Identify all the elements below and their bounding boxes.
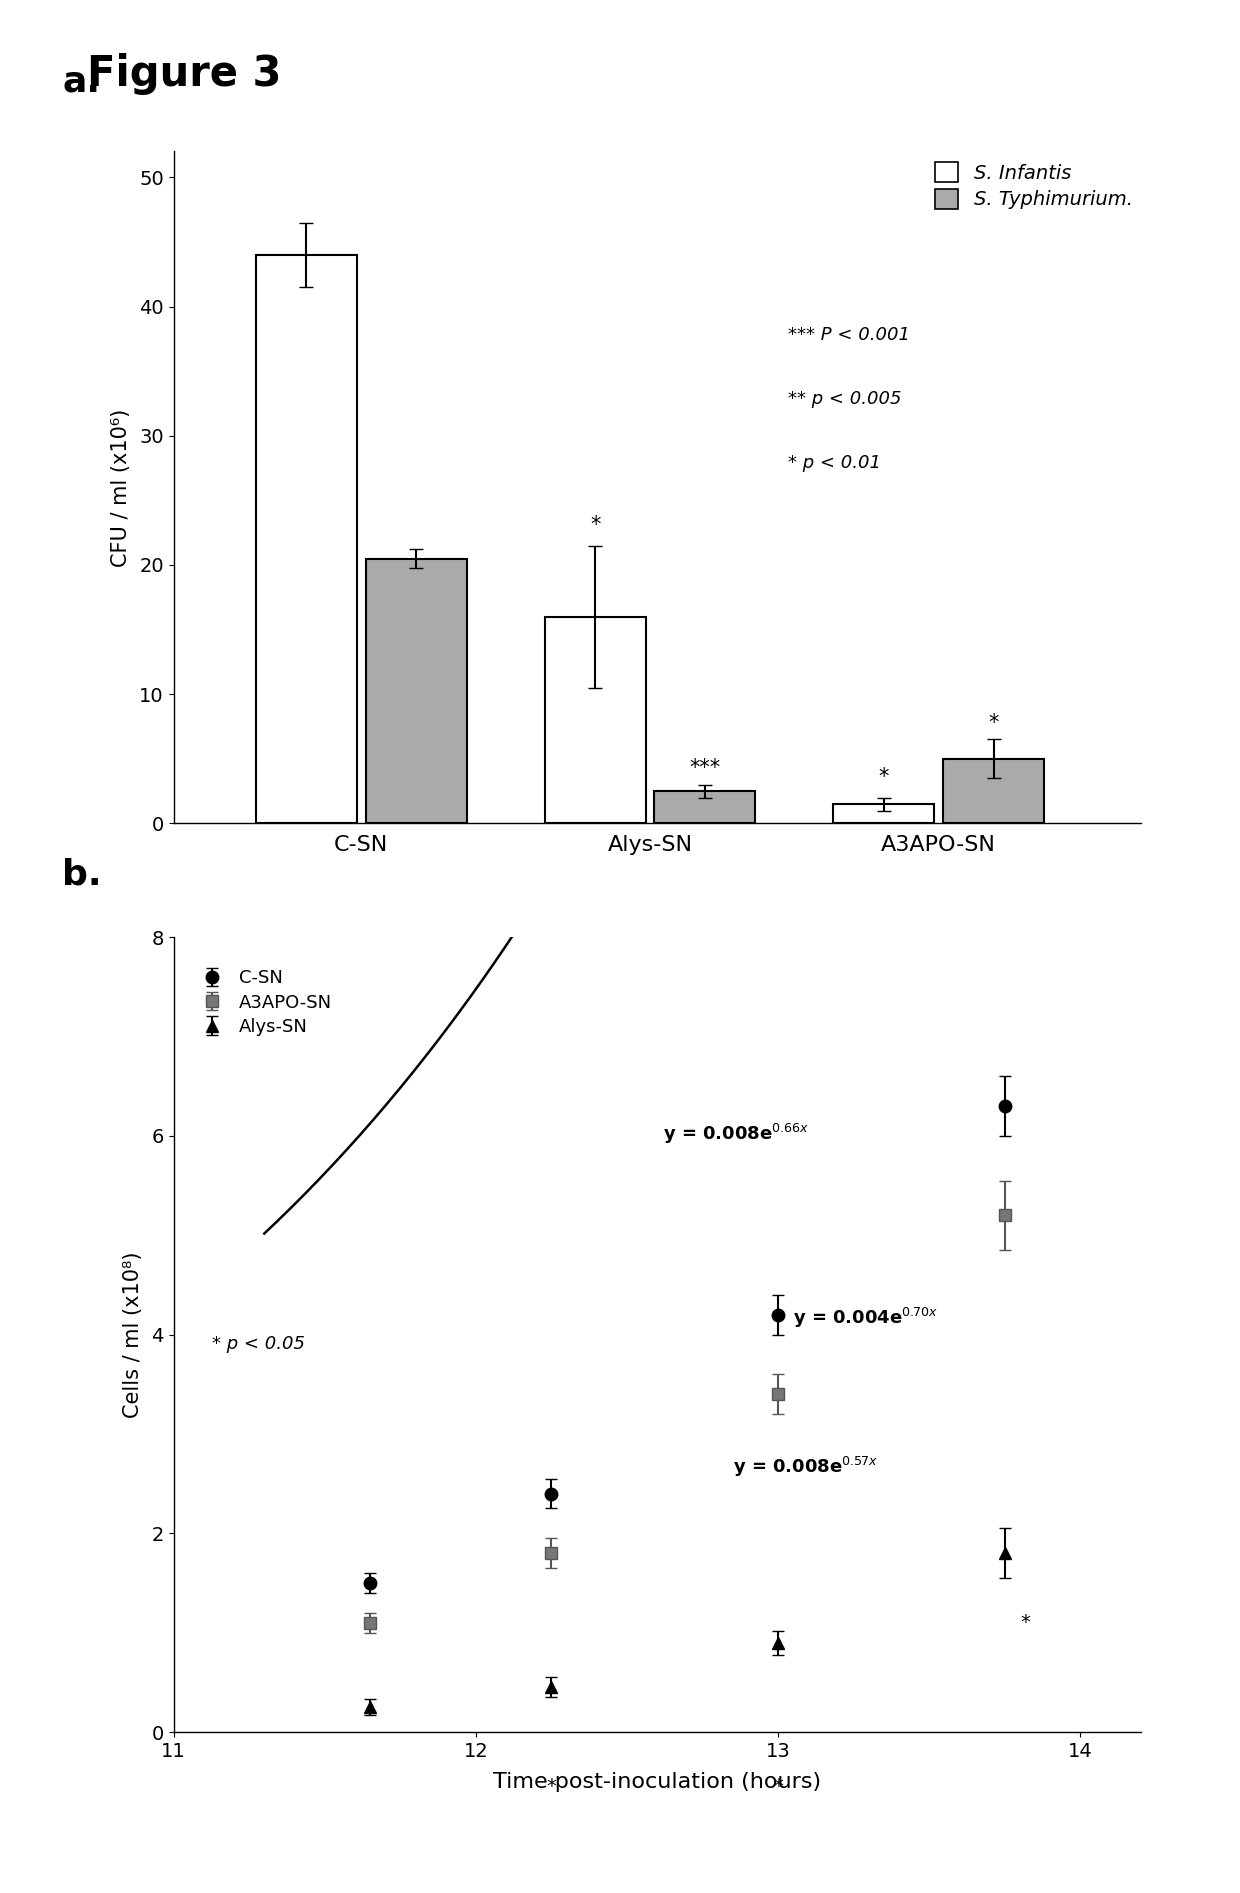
Text: ***: ***	[689, 759, 720, 778]
Y-axis label: CFU / ml (x10⁶): CFU / ml (x10⁶)	[110, 409, 130, 566]
Text: * p < 0.05: * p < 0.05	[212, 1335, 305, 1353]
Bar	[944, 759, 1044, 823]
Text: *** P < 0.001: *** P < 0.001	[787, 326, 910, 345]
Text: y = 0.004e$^{0.70x}$: y = 0.004e$^{0.70x}$	[794, 1306, 939, 1329]
Legend: S. Infantis, S. Typhimurium.: S. Infantis, S. Typhimurium.	[928, 155, 1141, 218]
Text: *: *	[988, 714, 998, 733]
Text: *: *	[1021, 1613, 1029, 1632]
Bar	[833, 805, 935, 823]
Text: *: *	[774, 1778, 782, 1796]
Bar	[255, 256, 357, 823]
Bar	[655, 791, 755, 823]
Text: ** p < 0.005: ** p < 0.005	[787, 390, 901, 409]
Text: * p < 0.01: * p < 0.01	[787, 454, 880, 471]
Legend: C-SN, A3APO-SN, Alys-SN: C-SN, A3APO-SN, Alys-SN	[192, 962, 340, 1043]
Text: a.: a.	[62, 64, 100, 98]
X-axis label: Time post-inoculation (hours): Time post-inoculation (hours)	[494, 1772, 821, 1793]
Bar	[544, 617, 646, 823]
Text: y = 0.008e$^{0.57x}$: y = 0.008e$^{0.57x}$	[733, 1454, 878, 1478]
Text: *: *	[590, 515, 600, 536]
Y-axis label: Cells / ml (x10⁸): Cells / ml (x10⁸)	[123, 1251, 143, 1418]
Text: *: *	[547, 1778, 557, 1796]
Text: Figure 3: Figure 3	[87, 53, 281, 95]
Text: *: *	[879, 767, 889, 787]
Bar	[366, 558, 466, 823]
Text: y = 0.008e$^{0.66x}$: y = 0.008e$^{0.66x}$	[663, 1123, 810, 1145]
Text: b.: b.	[62, 858, 102, 892]
